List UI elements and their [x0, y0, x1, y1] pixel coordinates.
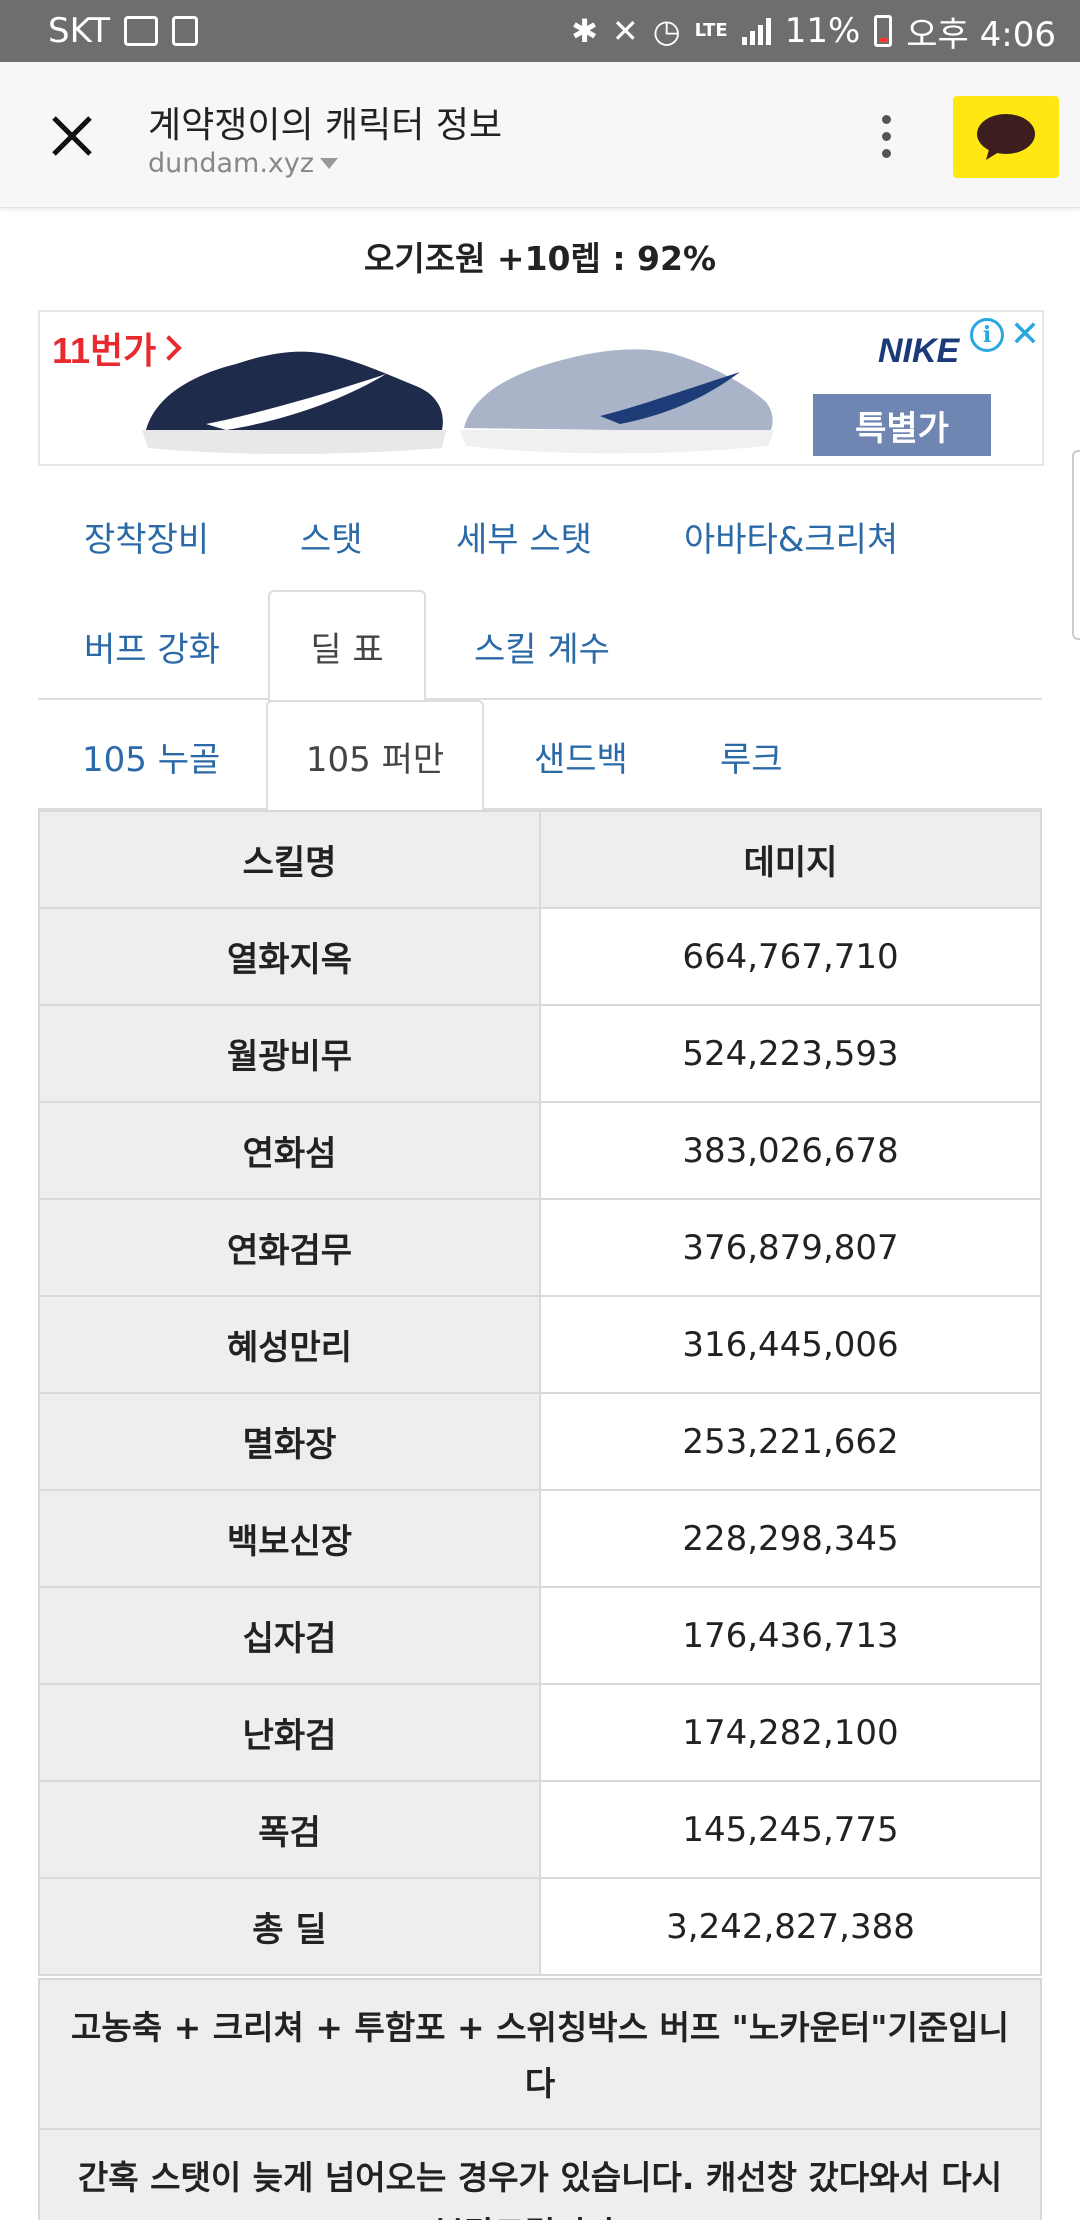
- domain-dropdown[interactable]: dundam.xyz: [148, 148, 339, 179]
- nav-tabs-row2: 버프 강화 딜 표 스킬 계수: [38, 590, 1042, 702]
- damage-value: 228,298,345: [539, 1489, 1042, 1588]
- scheduled-notification-icon: [172, 16, 199, 46]
- tab-stats[interactable]: 스탯: [300, 520, 363, 560]
- buff-condition-note: 고농축 + 크리쳐 + 투함포 + 스위칭박스 버프 "노카운터"기준입니다: [38, 1978, 1042, 2130]
- ad-tag-label: 11번가: [52, 330, 157, 371]
- table-row: 백보신장 228,298,345: [38, 1489, 1042, 1588]
- table-row: 열화지옥 664,767,710: [38, 907, 1042, 1006]
- ad-special-price-label: 특별가: [813, 394, 991, 456]
- kakaotalk-share-button[interactable]: [953, 96, 1059, 178]
- chevron-down-icon: [320, 158, 339, 169]
- tab-avatar-creature[interactable]: 아바타&크리쳐: [684, 520, 899, 560]
- speech-bubble-icon: [977, 114, 1035, 160]
- damage-value: 376,879,807: [539, 1198, 1042, 1297]
- skill-name: 혜성만리: [38, 1295, 541, 1394]
- total-damage-row: 총 딜 3,242,827,388: [38, 1877, 1042, 1976]
- damage-value: 383,026,678: [539, 1101, 1042, 1200]
- tab-skill-coefficient[interactable]: 스킬 계수: [474, 630, 610, 670]
- table-row: 연화섬 383,026,678: [38, 1101, 1042, 1200]
- skill-name: 멸화장: [38, 1392, 541, 1491]
- status-bar: SKT ✱ ✕ ◷ LTE 11% 오후 4:06: [0, 0, 1080, 62]
- tab-equipment[interactable]: 장착장비: [84, 520, 210, 560]
- nike-logo: NIKE: [878, 332, 960, 370]
- table-header-row: 스킬명 데미지: [38, 810, 1042, 909]
- skill-name: 연화검무: [38, 1198, 541, 1297]
- damage-value: 145,245,775: [539, 1780, 1042, 1879]
- tab-105-nugol[interactable]: 105 누골: [82, 740, 221, 780]
- total-label: 총 딜: [38, 1877, 541, 1976]
- damage-value: 316,445,006: [539, 1295, 1042, 1394]
- nav-tabs-row1: 장착장비 스탯 세부 스탯 아바타&크리쳐: [38, 480, 1042, 590]
- tab-detail-stats[interactable]: 세부 스탯: [456, 520, 592, 560]
- damage-value: 176,436,713: [539, 1586, 1042, 1685]
- skill-name: 폭검: [38, 1780, 541, 1879]
- ad-banner[interactable]: 11번가 NIKE 특별가 i ✕: [38, 310, 1044, 466]
- signal-icon: [741, 17, 771, 45]
- scroll-indicator[interactable]: [1072, 450, 1080, 640]
- tab-105-perman[interactable]: 105 퍼만: [266, 700, 484, 812]
- page-title: 계약쟁이의 캐릭터 정보: [148, 105, 503, 146]
- damage-value: 664,767,710: [539, 907, 1042, 1006]
- grey-sneaker-image: [460, 349, 774, 454]
- skill-name: 난화검: [38, 1683, 541, 1782]
- battery-percent: 11%: [784, 11, 861, 51]
- alarm-icon: ◷: [652, 12, 681, 50]
- skill-name: 열화지옥: [38, 907, 541, 1006]
- app-bar: 계약쟁이의 캐릭터 정보 dundam.xyz: [0, 62, 1080, 208]
- stat-delay-note: 간혹 스탯이 늦게 넘어오는 경우가 있습니다. 캐선창 갔다와서 다시 부탁드…: [38, 2128, 1042, 2220]
- mute-icon: ✕: [611, 12, 639, 50]
- damage-value: 174,282,100: [539, 1683, 1042, 1782]
- ad-info-icon[interactable]: i: [970, 318, 1004, 352]
- table-row: 십자검 176,436,713: [38, 1586, 1042, 1685]
- skill-name: 백보신장: [38, 1489, 541, 1588]
- damage-value: 253,221,662: [539, 1392, 1042, 1491]
- table-row: 연화검무 376,879,807: [38, 1198, 1042, 1297]
- close-icon: [52, 116, 92, 156]
- battery-icon: [874, 15, 893, 47]
- navy-sneaker-image: [142, 351, 446, 454]
- more-vert-icon: [881, 114, 891, 124]
- level-status: 오기조원 +10렙 : 92%: [363, 239, 717, 278]
- nav-tabs-row3: 105 누골 105 퍼만 샌드백 루크: [38, 700, 1042, 812]
- ad-close-icon[interactable]: ✕: [1009, 313, 1041, 355]
- bluetooth-icon: ✱: [571, 12, 598, 50]
- more-options-button[interactable]: [866, 106, 906, 166]
- tab-sandbag[interactable]: 샌드백: [534, 740, 628, 780]
- tab-damage-chart[interactable]: 딜 표: [268, 590, 426, 702]
- ad-logo: 11번가: [52, 322, 183, 374]
- header-skill-name: 스킬명: [38, 810, 541, 909]
- carrier-label: SKT: [48, 11, 111, 51]
- table-row: 월광비무 524,223,593: [38, 1004, 1042, 1103]
- clock: 오후 4:06: [906, 14, 1056, 55]
- total-damage-value: 3,242,827,388: [539, 1877, 1042, 1976]
- header-damage: 데미지: [539, 810, 1042, 909]
- tab-rook[interactable]: 루크: [720, 740, 783, 780]
- skill-name: 월광비무: [38, 1004, 541, 1103]
- skill-name: 연화섬: [38, 1101, 541, 1200]
- damage-value: 524,223,593: [539, 1004, 1042, 1103]
- domain-label: dundam.xyz: [148, 148, 315, 179]
- close-button[interactable]: [40, 104, 104, 168]
- table-row: 혜성만리 316,445,006: [38, 1295, 1042, 1394]
- tab-buff-enhance[interactable]: 버프 강화: [84, 630, 220, 670]
- table-row: 난화검 174,282,100: [38, 1683, 1042, 1782]
- damage-table: 스킬명 데미지 열화지옥 664,767,710 월광비무 524,223,593 …: [38, 810, 1042, 1976]
- activity-icon: [124, 16, 159, 46]
- table-row: 폭검 145,245,775: [38, 1780, 1042, 1879]
- skill-name: 십자검: [38, 1586, 541, 1685]
- table-row: 멸화장 253,221,662: [38, 1392, 1042, 1491]
- network-type: LTE: [694, 20, 728, 41]
